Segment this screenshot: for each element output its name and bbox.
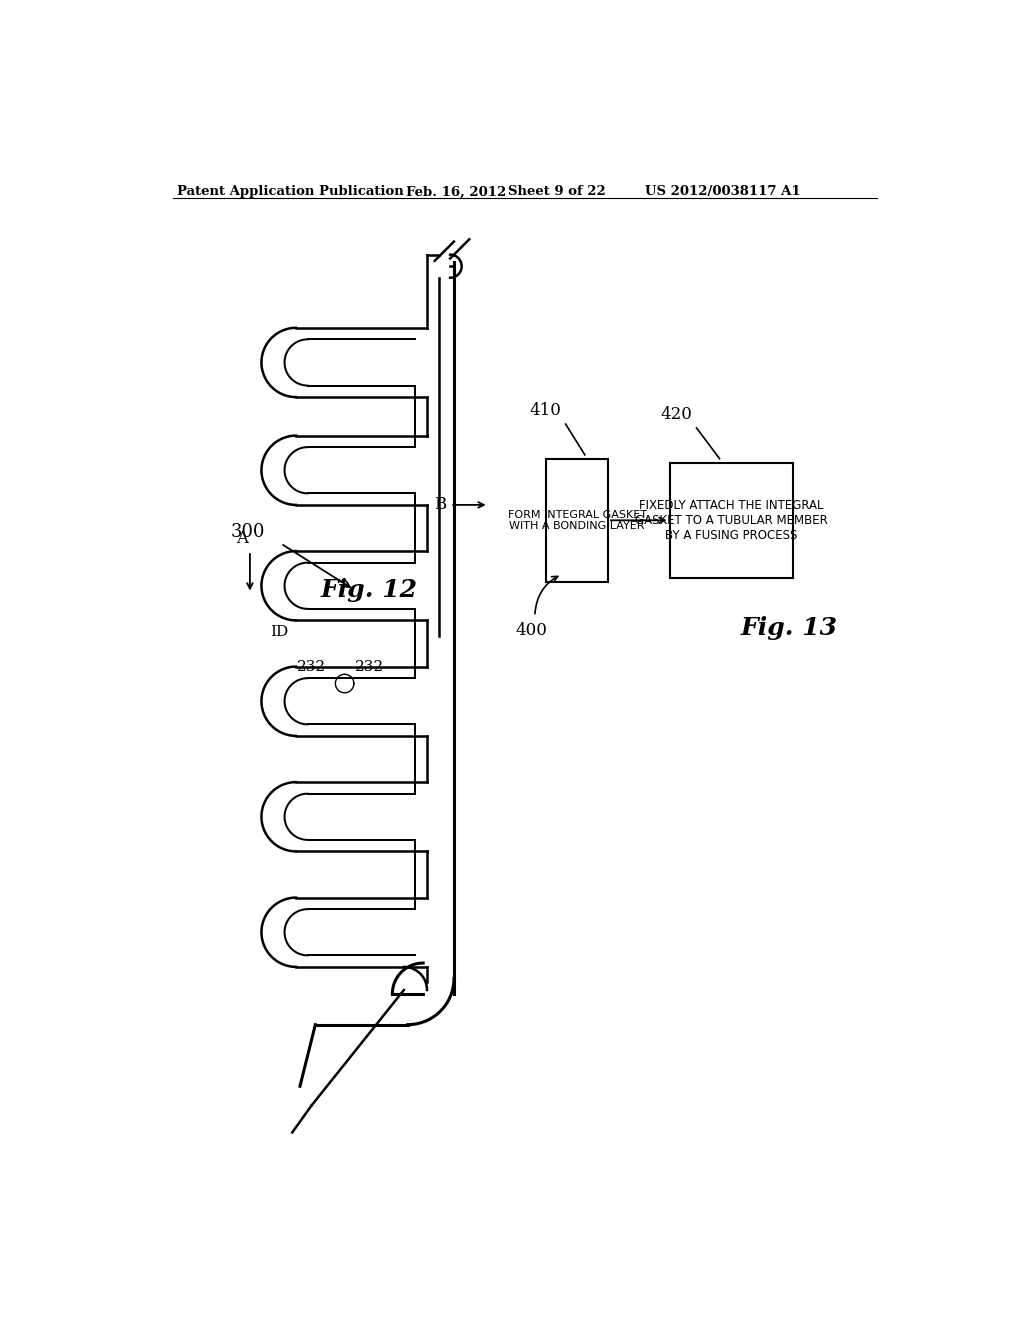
Text: 410: 410 [529,401,562,418]
Text: Fig. 13: Fig. 13 [740,616,838,640]
Text: 400: 400 [515,622,547,639]
Text: 420: 420 [660,405,692,422]
FancyBboxPatch shape [547,459,608,582]
Text: FIXEDLY ATTACH THE INTEGRAL
GASKET TO A TUBULAR MEMBER
BY A FUSING PROCESS: FIXEDLY ATTACH THE INTEGRAL GASKET TO A … [635,499,827,541]
Text: Sheet 9 of 22: Sheet 9 of 22 [508,185,605,198]
Text: Patent Application Publication: Patent Application Publication [177,185,403,198]
Text: 232: 232 [297,660,326,673]
FancyBboxPatch shape [670,462,793,578]
Text: Fig. 12: Fig. 12 [321,578,418,602]
Text: B: B [434,496,446,513]
Text: 300: 300 [230,523,265,541]
Text: 232: 232 [354,660,384,673]
Text: US 2012/0038117 A1: US 2012/0038117 A1 [645,185,801,198]
Text: ID: ID [270,624,289,639]
Text: A: A [237,531,249,548]
Text: FORM INTEGRAL GASKET
WITH A BONDING LAYER: FORM INTEGRAL GASKET WITH A BONDING LAYE… [508,510,647,531]
Text: Feb. 16, 2012: Feb. 16, 2012 [407,185,507,198]
